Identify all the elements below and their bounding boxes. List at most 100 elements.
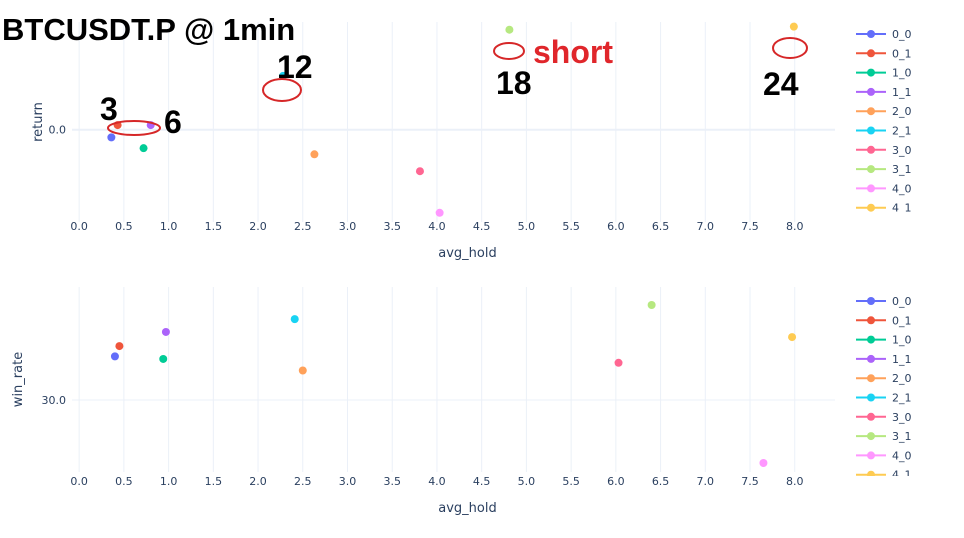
legend-swatch-marker xyxy=(867,203,875,212)
x-tick-label: 4.0 xyxy=(428,220,446,233)
legend-label: 4_0 xyxy=(892,182,912,195)
x-tick-label: 7.5 xyxy=(741,220,759,233)
x-tick-label: 1.5 xyxy=(205,220,223,233)
legend-label: 1_0 xyxy=(892,67,912,80)
legend-item-0-1[interactable]: 0_1 xyxy=(856,47,912,60)
point-0-0[interactable] xyxy=(107,133,116,142)
legend-item-0-0[interactable]: 0_0 xyxy=(856,28,912,41)
legend-item-1-0[interactable]: 1_0 xyxy=(856,67,912,80)
x-tick-label: 2.0 xyxy=(249,475,267,488)
anno-label-6: 6 xyxy=(164,104,182,140)
legend-item-3-0[interactable]: 3_0 xyxy=(856,411,912,424)
legend-item-4-0[interactable]: 4_0 xyxy=(856,182,912,195)
x-tick-label: 3.5 xyxy=(383,475,401,488)
x-tick-label: 6.5 xyxy=(652,475,670,488)
x-tick-label: 0.0 xyxy=(70,475,88,488)
legend-label: 0_1 xyxy=(892,47,912,60)
legend-swatch-marker xyxy=(867,393,875,402)
anno-circle-18 xyxy=(493,42,525,60)
legend-bottom[interactable]: 0_0 0_1 1_0 1_1 2_0 2_1 3_0 3_1 4_0 4_1 xyxy=(856,295,912,482)
legend-label: 3_0 xyxy=(892,411,912,424)
x-tick-label: 1.0 xyxy=(160,475,178,488)
x-tick-label: 1.0 xyxy=(160,220,178,233)
anno-circle-12 xyxy=(262,78,302,102)
anno-circle-3-6 xyxy=(107,120,161,136)
legend-item-1-0[interactable]: 1_0 xyxy=(856,334,912,347)
point-4-1[interactable] xyxy=(788,333,797,342)
legend-swatch-marker xyxy=(867,354,875,363)
anno-label-12: 12 xyxy=(277,49,313,85)
point-3-1[interactable] xyxy=(505,25,514,34)
point-4-1[interactable] xyxy=(789,22,798,31)
legend-swatch-marker xyxy=(867,126,875,135)
legend-swatch-marker xyxy=(867,412,875,421)
point-2-1[interactable] xyxy=(279,71,288,80)
legend-label: 2_1 xyxy=(892,125,912,138)
point-4-0[interactable] xyxy=(435,208,444,217)
point-3-0[interactable] xyxy=(614,358,623,367)
point-3-1[interactable] xyxy=(647,300,656,309)
x-tick-label: 1.5 xyxy=(205,475,223,488)
point-0-1[interactable] xyxy=(115,342,124,351)
legend-label: 0_0 xyxy=(892,28,912,41)
legend-item-4-1[interactable]: 4_1 xyxy=(856,202,912,215)
point-4-0[interactable] xyxy=(759,459,768,468)
y-tick-label: 0.0 xyxy=(49,124,67,137)
point-2-0[interactable] xyxy=(298,366,307,375)
x-tick-label: 5.0 xyxy=(518,475,536,488)
legend-label: 2_0 xyxy=(892,105,912,118)
legend-label: 0_1 xyxy=(892,314,912,327)
legend-item-4-0[interactable]: 4_0 xyxy=(856,449,912,462)
x-tick-label: 5.0 xyxy=(518,220,536,233)
legend-swatch-marker xyxy=(867,451,875,460)
legend-swatch-marker xyxy=(867,107,875,116)
anno-label-18: 18 xyxy=(496,65,532,101)
point-3-0[interactable] xyxy=(415,167,424,176)
legend-top[interactable]: 0_0 0_1 1_0 1_1 2_0 2_1 3_0 3_1 4_0 4_1 xyxy=(856,28,912,215)
legend-label: 3_1 xyxy=(892,163,912,176)
x-tick-label: 6.5 xyxy=(652,220,670,233)
annotations: 3 6 12 18 short 24 xyxy=(100,34,808,140)
x-tick-label: 7.0 xyxy=(697,475,715,488)
legend-item-0-1[interactable]: 0_1 xyxy=(856,314,912,327)
y-tick-label: 30.0 xyxy=(42,394,67,407)
x-tick-label: 3.0 xyxy=(339,220,357,233)
point-1-0[interactable] xyxy=(139,144,148,153)
point-1-1[interactable] xyxy=(161,327,170,336)
legend-item-2-0[interactable]: 2_0 xyxy=(856,105,912,118)
legend-item-3-1[interactable]: 3_1 xyxy=(856,430,912,443)
point-0-0[interactable] xyxy=(110,352,119,361)
legend-label: 4_0 xyxy=(892,449,912,462)
point-2-0[interactable] xyxy=(310,150,319,159)
x-tick-label: 8.0 xyxy=(786,220,804,233)
x-tick-label: 4.5 xyxy=(473,220,491,233)
legend-swatch-marker xyxy=(867,165,875,174)
legend-item-0-0[interactable]: 0_0 xyxy=(856,295,912,308)
legend-label: 1_1 xyxy=(892,353,912,366)
legend-swatch-marker xyxy=(867,49,875,58)
legend-item-1-1[interactable]: 1_1 xyxy=(856,86,912,99)
point-2-1[interactable] xyxy=(290,315,299,324)
legend-item-2-1[interactable]: 2_1 xyxy=(856,392,912,405)
legend-item-3-0[interactable]: 3_0 xyxy=(856,144,912,157)
point-1-0[interactable] xyxy=(159,354,168,363)
x-tick-label: 4.0 xyxy=(428,475,446,488)
x-tick-label: 2.5 xyxy=(294,220,312,233)
anno-circle-24 xyxy=(772,37,808,59)
legend-swatch-marker xyxy=(867,68,875,77)
legend-label: 0_0 xyxy=(892,295,912,308)
legend-swatch-marker xyxy=(867,432,875,441)
legend-swatch-marker xyxy=(867,145,875,154)
x-tick-label: 2.5 xyxy=(294,475,312,488)
legend-label: 1_1 xyxy=(892,86,912,99)
legend-label: 4_1 xyxy=(892,202,912,215)
x-tick-label: 6.0 xyxy=(607,475,625,488)
legend-item-3-1[interactable]: 3_1 xyxy=(856,163,912,176)
legend-item-2-1[interactable]: 2_1 xyxy=(856,125,912,138)
x-tick-label: 4.5 xyxy=(473,475,491,488)
x-tick-label: 7.5 xyxy=(741,475,759,488)
legend-item-4-1[interactable]: 4_1 xyxy=(856,469,912,482)
legend-item-2-0[interactable]: 2_0 xyxy=(856,372,912,385)
legend-item-1-1[interactable]: 1_1 xyxy=(856,353,912,366)
x-tick-label: 5.5 xyxy=(562,220,580,233)
